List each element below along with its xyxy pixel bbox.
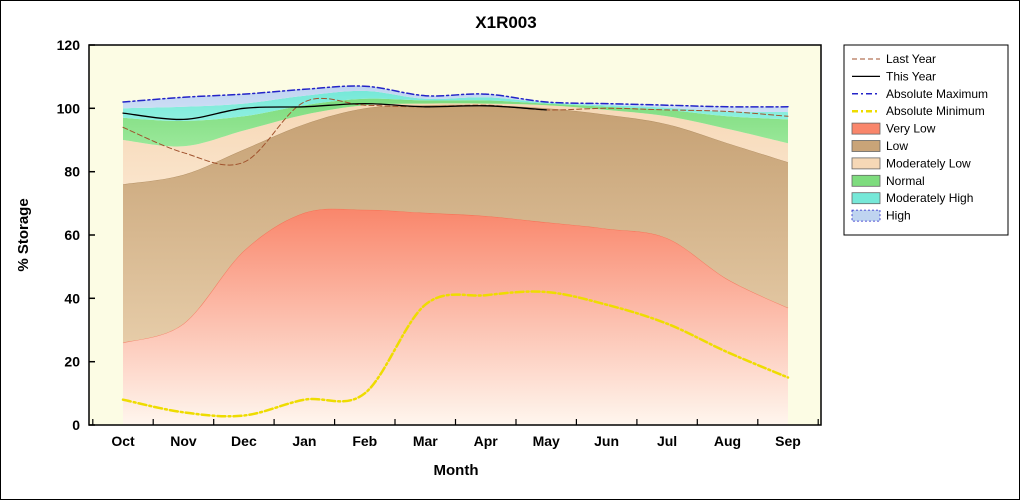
x-tick-label: Jun xyxy=(594,433,619,449)
x-tick-label: May xyxy=(533,433,560,449)
legend-label: Very Low xyxy=(886,122,936,136)
legend-label: Absolute Minimum xyxy=(886,104,985,118)
legend-swatch xyxy=(851,174,881,187)
x-tick-label: Sep xyxy=(775,433,801,449)
legend-label: Moderately High xyxy=(886,191,973,205)
y-axis-label: % Storage xyxy=(15,198,32,271)
series-absolute-minimum xyxy=(121,290,790,418)
x-tick-label: Jan xyxy=(292,433,316,449)
band-very-low xyxy=(123,208,788,425)
x-axis-label: Month xyxy=(434,462,479,479)
legend-swatch xyxy=(851,122,881,135)
y-tick-label: 100 xyxy=(57,100,81,116)
legend-label: Absolute Maximum xyxy=(886,87,988,101)
legend-swatch xyxy=(851,192,881,205)
legend-item-high: High xyxy=(851,209,911,223)
legend-item-low: Low xyxy=(851,139,908,153)
x-tick-label: Apr xyxy=(474,433,499,449)
y-tick-label: 80 xyxy=(64,164,80,180)
x-tick-label: Aug xyxy=(714,433,741,449)
legend-label: Moderately Low xyxy=(886,156,971,170)
x-tick-label: Mar xyxy=(413,433,438,449)
series-absolute-maximum xyxy=(122,85,789,108)
y-tick-label: 20 xyxy=(64,354,80,370)
band-moderately-high xyxy=(123,90,788,122)
band-edge xyxy=(122,208,789,344)
legend-swatch xyxy=(851,209,881,222)
legend-item-moderately-high: Moderately High xyxy=(851,191,973,205)
y-tick-label: 0 xyxy=(72,417,80,433)
x-tick-label: Nov xyxy=(170,433,197,449)
legend-label: Low xyxy=(886,139,908,153)
legend-item-normal: Normal xyxy=(851,174,925,188)
legend-swatch xyxy=(851,157,881,170)
band-low xyxy=(123,104,788,343)
series-this-year xyxy=(122,102,547,121)
legend-label: High xyxy=(886,209,911,223)
x-tick-label: Dec xyxy=(231,433,257,449)
band-moderately-low xyxy=(123,103,788,185)
y-tick-label: 40 xyxy=(64,290,80,306)
legend-item-absolute-maximum: Absolute Maximum xyxy=(852,87,988,101)
y-tick-label: 60 xyxy=(64,227,80,243)
legend-swatch xyxy=(851,140,881,152)
x-tick-label: Oct xyxy=(111,433,135,449)
legend-label: Last Year xyxy=(886,52,936,66)
legend-item-very-low: Very Low xyxy=(851,122,936,136)
x-tick-label: Feb xyxy=(352,433,377,449)
band-normal xyxy=(123,98,788,147)
legend-item-absolute-minimum: Absolute Minimum xyxy=(852,104,985,118)
legend-item-last-year: Last Year xyxy=(852,52,936,66)
chart-title: X1R003 xyxy=(475,13,536,32)
x-tick-label: Jul xyxy=(657,433,677,449)
legend-item-this-year: This Year xyxy=(852,69,936,83)
band-high xyxy=(123,85,788,113)
legend-label: Normal xyxy=(886,174,925,188)
y-tick-label: 120 xyxy=(57,37,81,53)
legend-label: This Year xyxy=(886,69,936,83)
legend-item-moderately-low: Moderately Low xyxy=(851,156,971,170)
